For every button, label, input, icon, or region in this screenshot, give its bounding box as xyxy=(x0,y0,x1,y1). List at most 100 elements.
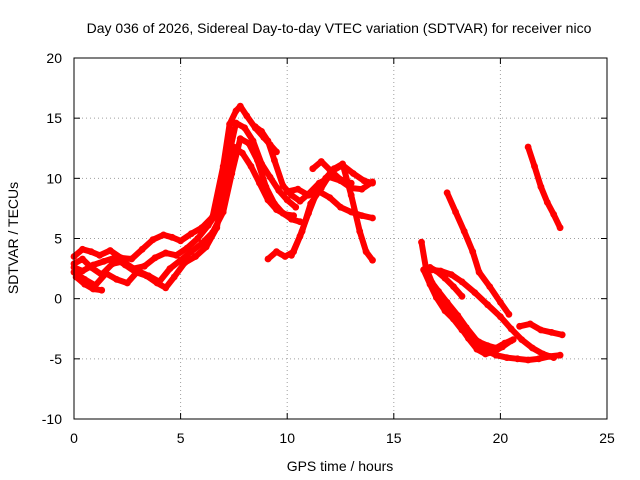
data-point xyxy=(337,176,344,183)
data-point xyxy=(458,278,466,286)
data-point xyxy=(123,279,131,287)
data-point xyxy=(543,199,551,206)
data-point xyxy=(273,248,280,256)
y-tick-label: 15 xyxy=(46,110,62,126)
data-point xyxy=(339,160,346,168)
data-point xyxy=(505,310,513,318)
data-point xyxy=(556,224,564,232)
data-point xyxy=(138,245,146,253)
data-point xyxy=(305,191,312,199)
series-points-track-j xyxy=(309,158,355,187)
data-point xyxy=(160,231,167,239)
data-point xyxy=(475,268,483,276)
data-point xyxy=(236,135,244,143)
data-point xyxy=(296,232,304,240)
data-point xyxy=(236,102,244,110)
data-point xyxy=(507,337,515,345)
data-point xyxy=(141,262,148,270)
data-point xyxy=(360,177,368,185)
axis-ticks: 0 5 10 15 20 25 -10 -5 0 5 10 15 20 xyxy=(42,50,615,446)
data-point xyxy=(204,221,212,229)
data-point xyxy=(347,179,355,187)
data-point xyxy=(458,292,466,300)
data-point xyxy=(96,251,103,259)
data-point xyxy=(281,211,289,218)
data-point xyxy=(452,208,459,216)
data-point xyxy=(503,354,511,361)
data-point xyxy=(143,272,150,280)
data-point xyxy=(356,227,364,235)
data-point xyxy=(79,255,86,263)
data-point xyxy=(254,156,261,164)
data-point xyxy=(113,276,120,283)
y-tick-label: 0 xyxy=(54,291,62,307)
data-point xyxy=(177,237,185,245)
data-point xyxy=(100,258,108,265)
data-point xyxy=(187,230,195,238)
data-point xyxy=(484,301,491,309)
data-point xyxy=(296,197,304,205)
data-point xyxy=(475,338,483,346)
data-point xyxy=(168,233,176,241)
data-point xyxy=(482,350,489,358)
data-point xyxy=(243,112,251,120)
data-point xyxy=(441,274,449,282)
data-point xyxy=(273,206,280,214)
data-point xyxy=(264,196,272,204)
data-point xyxy=(283,196,291,204)
data-point xyxy=(556,351,564,359)
data-point xyxy=(490,348,498,355)
data-point xyxy=(369,256,376,264)
data-point xyxy=(132,268,140,276)
series-points-track-q xyxy=(516,320,566,339)
data-point xyxy=(222,179,229,187)
data-point xyxy=(241,124,249,132)
data-point xyxy=(497,313,504,321)
data-point xyxy=(322,174,329,182)
y-tick-label: 20 xyxy=(46,50,62,66)
data-point xyxy=(537,183,545,191)
data-point xyxy=(162,249,170,257)
y-tick-label: 5 xyxy=(54,231,62,247)
data-point xyxy=(172,251,180,259)
data-point xyxy=(550,354,558,361)
data-point xyxy=(524,143,532,151)
data-point xyxy=(213,224,221,232)
data-point xyxy=(531,162,538,170)
data-point xyxy=(471,289,479,296)
data-series xyxy=(70,102,566,364)
data-point xyxy=(422,270,430,277)
data-point xyxy=(309,165,317,173)
data-point xyxy=(529,344,536,352)
data-point xyxy=(128,255,136,263)
data-point xyxy=(441,307,449,315)
data-point xyxy=(149,236,157,244)
series-line-track-e xyxy=(73,274,105,294)
data-point xyxy=(456,322,464,330)
data-point xyxy=(256,179,263,187)
x-tick-label: 15 xyxy=(386,430,402,446)
data-point xyxy=(79,245,86,253)
data-point xyxy=(81,280,89,288)
data-point xyxy=(202,243,210,251)
data-point xyxy=(337,203,344,211)
data-point xyxy=(294,185,302,193)
data-point xyxy=(524,356,532,364)
data-point xyxy=(548,329,555,336)
data-point xyxy=(89,261,97,269)
data-point xyxy=(79,267,86,275)
data-point xyxy=(450,283,457,290)
x-tick-label: 10 xyxy=(279,430,295,446)
series-points-track-a xyxy=(70,102,280,263)
data-point xyxy=(283,188,291,196)
data-point xyxy=(326,194,334,202)
data-point xyxy=(358,212,366,220)
data-point xyxy=(418,238,425,246)
y-tick-label: -10 xyxy=(42,411,62,427)
y-axis-label: SDTVAR / TECUs xyxy=(5,182,21,294)
x-tick-label: 5 xyxy=(177,430,185,446)
data-point xyxy=(230,143,238,151)
data-point xyxy=(558,331,566,339)
data-point xyxy=(292,203,300,211)
